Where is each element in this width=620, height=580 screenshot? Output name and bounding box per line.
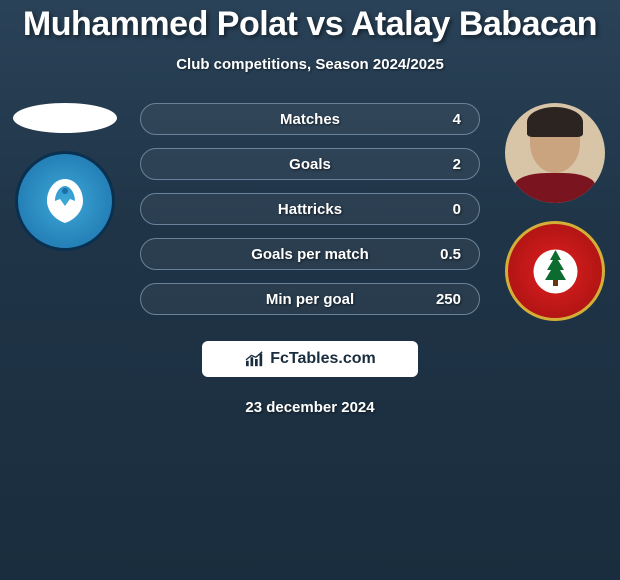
- club-badge-2: [505, 221, 605, 321]
- stat-value: 0: [453, 201, 461, 218]
- club-badge-1: [15, 151, 115, 251]
- stat-label: Hattricks: [141, 201, 479, 218]
- player-1-avatar: [13, 103, 117, 133]
- stat-value: 4: [453, 111, 461, 128]
- stat-label: Matches: [141, 111, 479, 128]
- watermark-text: FcTables.com: [270, 350, 376, 368]
- eagle-icon: [35, 171, 95, 231]
- stat-value: 0.5: [440, 246, 461, 263]
- stat-value: 250: [436, 291, 461, 308]
- header: Muhammed Polat vs Atalay Babacan Club co…: [0, 0, 620, 73]
- stat-row: Hattricks 0: [140, 193, 480, 225]
- tree-icon: [528, 244, 583, 299]
- stat-label: Goals: [141, 156, 479, 173]
- stat-value: 2: [453, 156, 461, 173]
- left-column: [10, 103, 120, 321]
- page-subtitle: Club competitions, Season 2024/2025: [0, 56, 620, 73]
- source-watermark: FcTables.com: [202, 341, 418, 377]
- page-title: Muhammed Polat vs Atalay Babacan: [0, 5, 620, 44]
- content: Matches 4 Goals 2 Hattricks 0 Goals per …: [0, 103, 620, 321]
- stat-row: Matches 4: [140, 103, 480, 135]
- date-text: 23 december 2024: [0, 399, 620, 416]
- stat-row: Min per goal 250: [140, 283, 480, 315]
- stat-row: Goals 2: [140, 148, 480, 180]
- stats-list: Matches 4 Goals 2 Hattricks 0 Goals per …: [120, 103, 500, 321]
- stat-label: Min per goal: [141, 291, 479, 308]
- right-column: [500, 103, 610, 321]
- chart-icon: [244, 350, 266, 368]
- stat-label: Goals per match: [141, 246, 479, 263]
- player-2-avatar: [505, 103, 605, 203]
- stat-row: Goals per match 0.5: [140, 238, 480, 270]
